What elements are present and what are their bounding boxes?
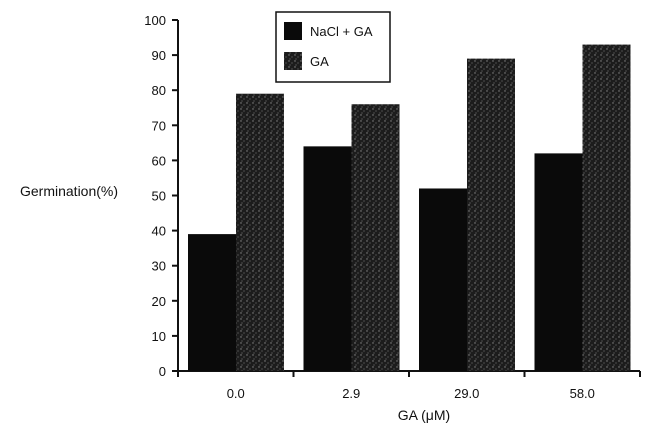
x-tick-label: 0.0 bbox=[227, 386, 245, 401]
bar-ga-2-9 bbox=[351, 104, 400, 372]
bar-ga-0-0 bbox=[236, 93, 284, 372]
legend-label: GA bbox=[310, 54, 329, 69]
y-tick-label: 0 bbox=[159, 364, 166, 379]
x-tick-label: 29.0 bbox=[454, 386, 479, 401]
y-tick-label: 10 bbox=[152, 329, 166, 344]
legend-swatch bbox=[284, 52, 302, 70]
legend-swatch bbox=[284, 22, 302, 40]
bar-nacl-ga-2-9 bbox=[303, 146, 352, 371]
legend: NaCl + GA GA bbox=[275, 11, 391, 83]
y-tick-label: 100 bbox=[144, 13, 166, 28]
y-tick-label: 30 bbox=[152, 259, 166, 274]
x-tick-label: 58.0 bbox=[570, 386, 595, 401]
y-tick-label: 80 bbox=[152, 83, 166, 98]
bar-nacl-ga-0-0 bbox=[188, 234, 236, 371]
y-tick-label: 50 bbox=[152, 189, 166, 204]
bar-nacl-ga-29-0 bbox=[419, 188, 467, 371]
legend-label: NaCl + GA bbox=[310, 24, 373, 39]
x-tick-label: 2.9 bbox=[342, 386, 360, 401]
y-tick-label: 60 bbox=[152, 153, 166, 168]
bar-nacl-ga-58-0 bbox=[534, 153, 583, 371]
y-tick-label: 70 bbox=[152, 118, 166, 133]
y-tick-label: 40 bbox=[152, 224, 166, 239]
bar-ga-58-0 bbox=[582, 44, 631, 371]
x-axis-label: GA (μM) bbox=[398, 407, 450, 423]
bar-ga-29-0 bbox=[467, 58, 515, 372]
y-axis-label: Germination(%) bbox=[20, 183, 118, 199]
y-axis: 0 10 20 30 40 50 60 70 80 90 100 bbox=[144, 13, 179, 379]
x-axis: 0.0 2.9 29.0 58.0 bbox=[177, 370, 641, 401]
y-tick-label: 90 bbox=[152, 48, 166, 63]
y-tick-label: 20 bbox=[152, 294, 166, 309]
bars bbox=[188, 44, 631, 372]
